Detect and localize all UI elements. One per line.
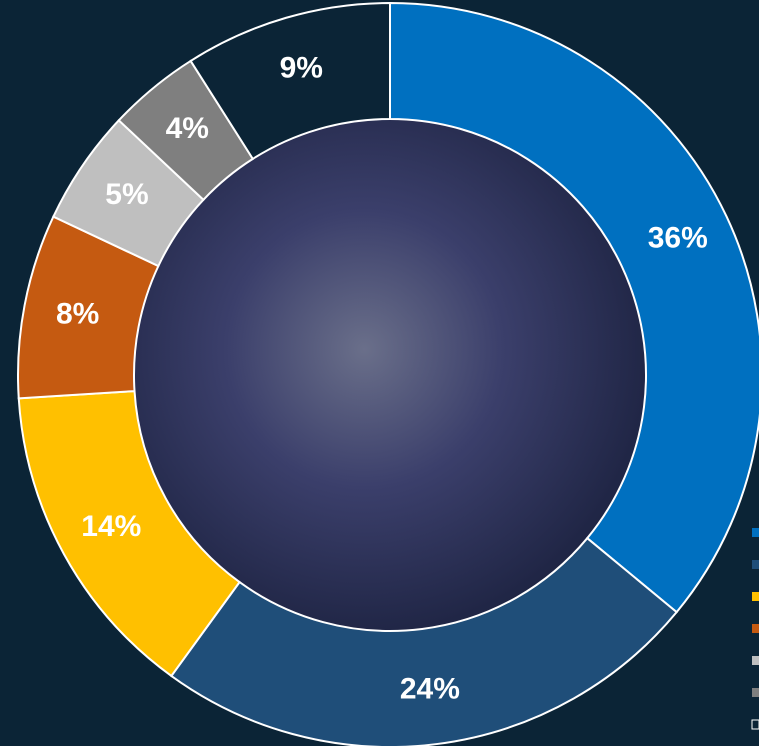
legend xyxy=(751,528,759,730)
data-label: 36% xyxy=(648,222,708,255)
legend-swatch xyxy=(752,592,759,601)
slices xyxy=(17,1,759,746)
data-label: 5% xyxy=(105,178,148,211)
labels: 36% 24% 14% 8% 5% 4% 9% xyxy=(56,52,708,706)
slice xyxy=(189,1,391,161)
legend-swatch xyxy=(752,560,759,569)
legend-swatch xyxy=(752,688,759,697)
legend-swatch xyxy=(752,656,759,665)
data-label: 24% xyxy=(400,672,460,705)
legend-swatch xyxy=(752,528,759,537)
data-label: 8% xyxy=(56,297,99,330)
legend-swatch xyxy=(751,719,759,730)
data-label: 9% xyxy=(280,52,323,85)
data-label: 14% xyxy=(81,510,141,543)
legend-swatch xyxy=(752,624,759,633)
center-photo xyxy=(134,119,646,631)
data-label: 4% xyxy=(166,112,209,145)
slice xyxy=(169,536,679,746)
slice xyxy=(389,1,759,614)
